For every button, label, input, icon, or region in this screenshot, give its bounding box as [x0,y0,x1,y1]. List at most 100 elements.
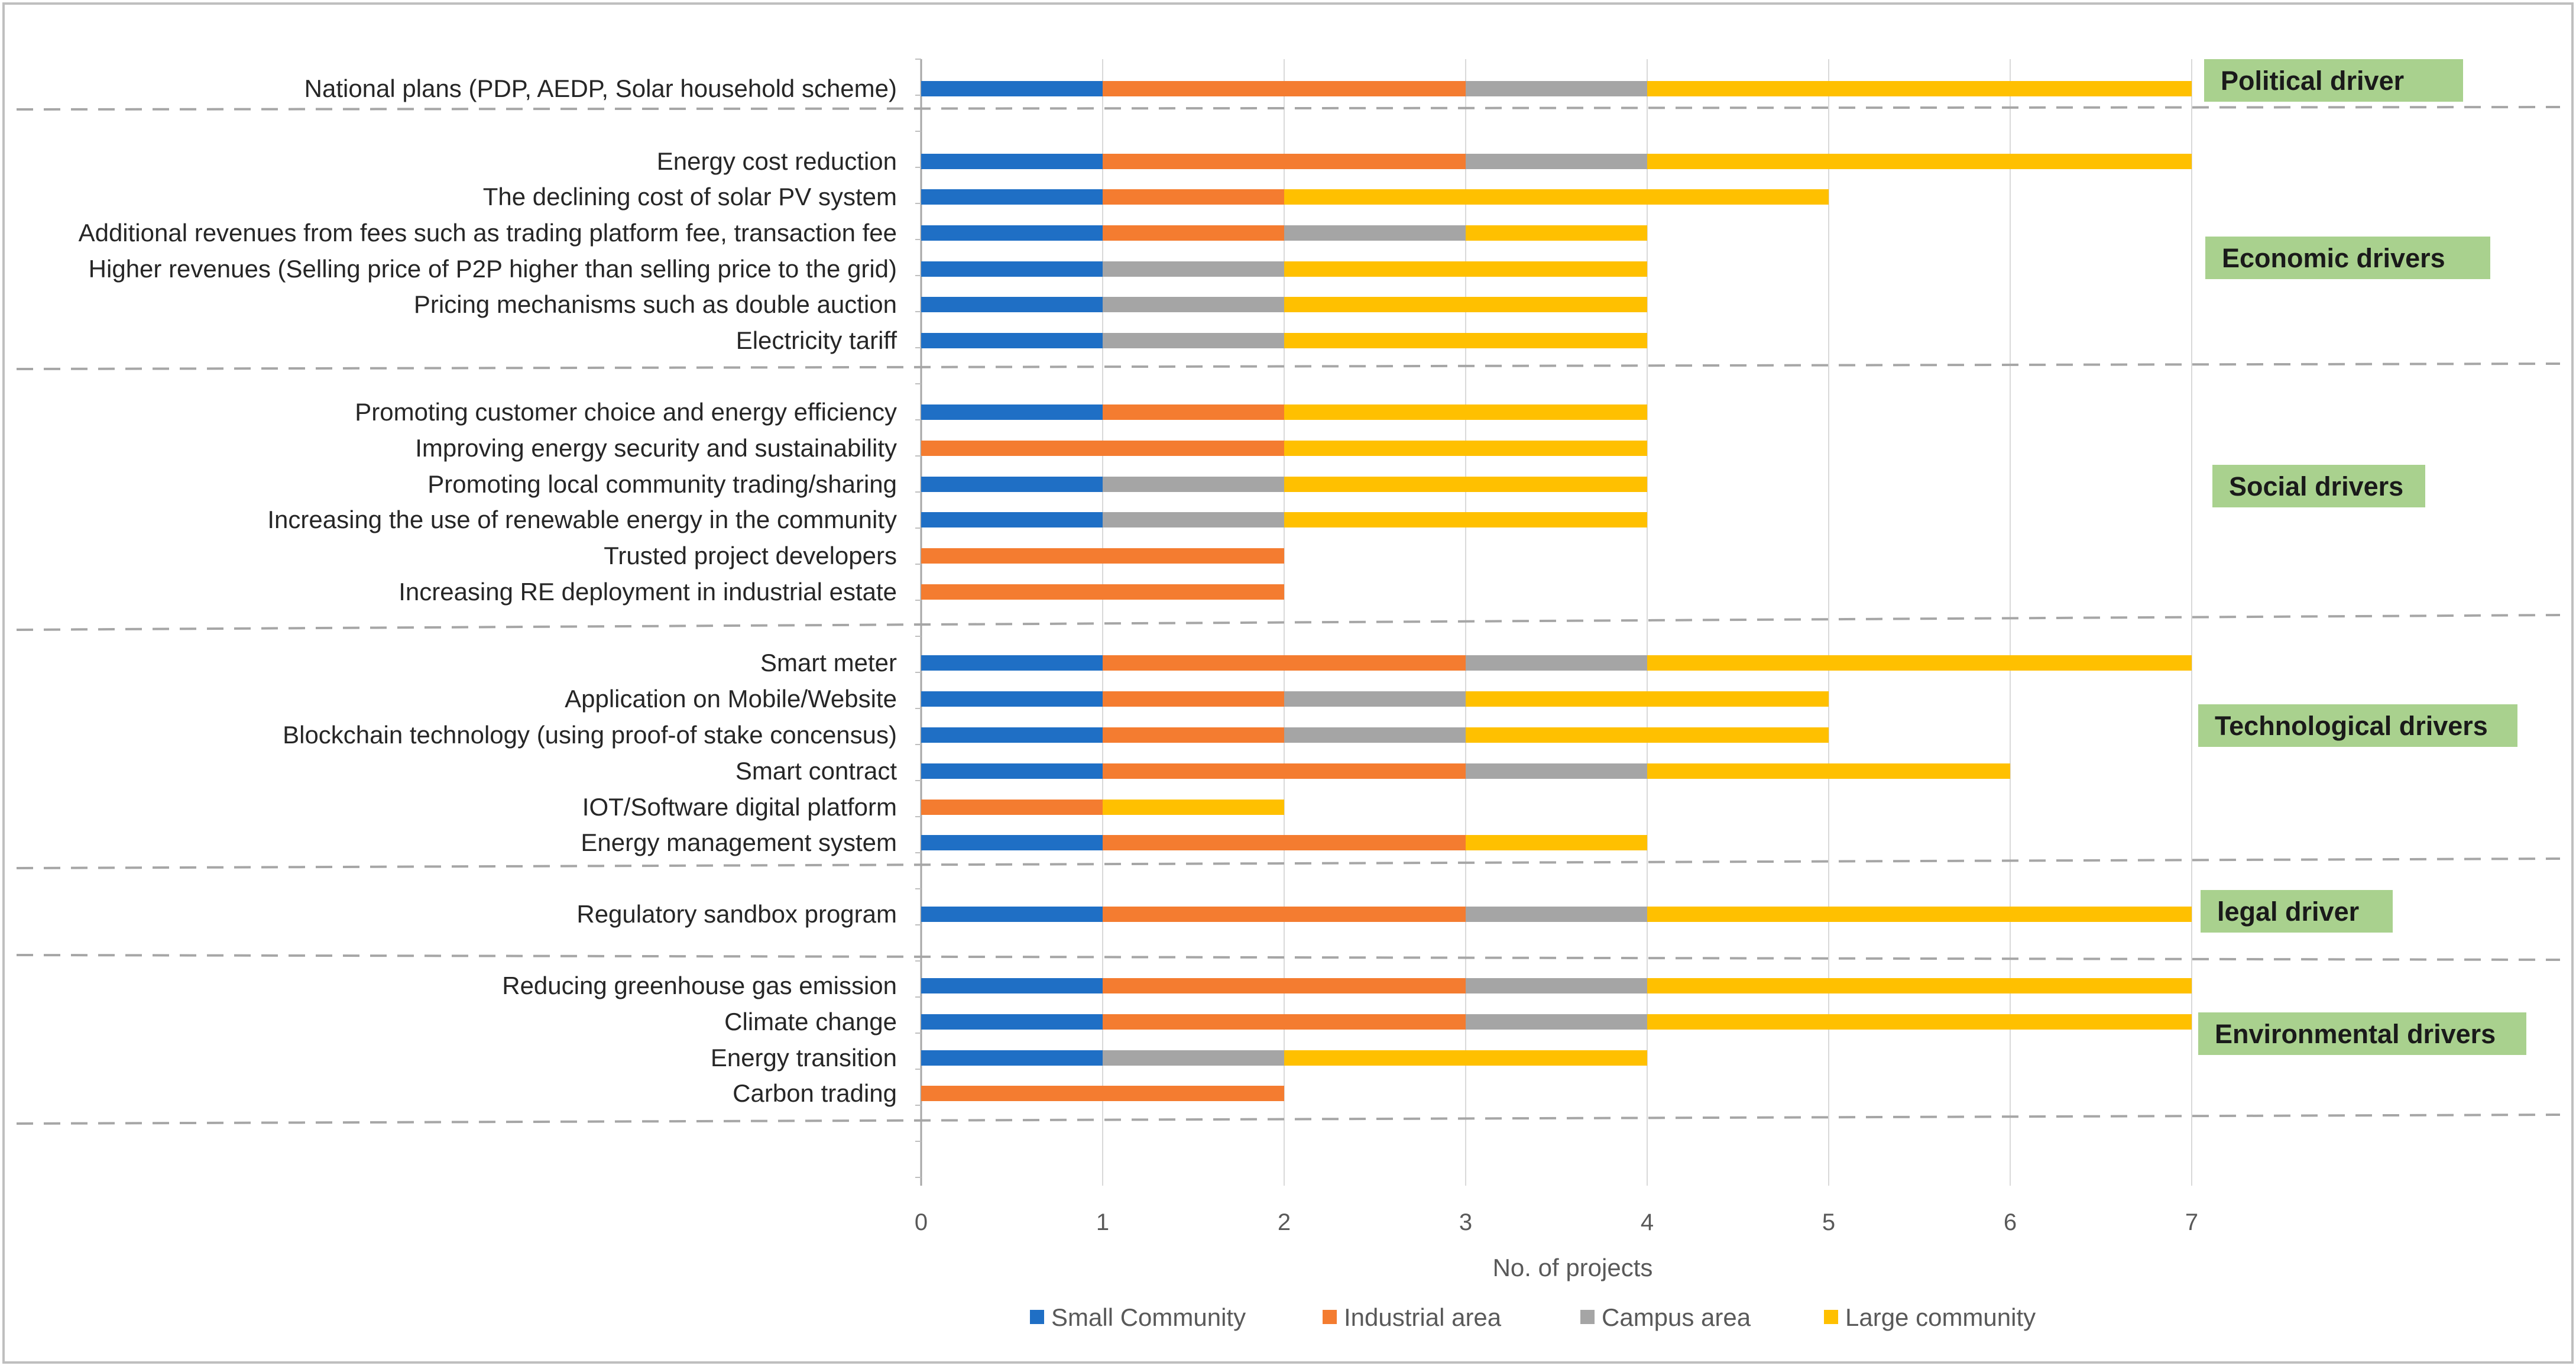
row-label: Energy cost reduction [657,147,897,175]
bar-segment [921,512,1103,527]
bar-segment [1103,907,1466,922]
bar-segment [1284,261,1647,277]
bar-segment [921,691,1103,707]
x-tick-label: 5 [1822,1209,1835,1235]
x-axis: No. of projects 0 1 2 3 4 5 6 7 [915,1209,2198,1281]
bar-segment [1103,261,1284,277]
x-tick-label: 4 [1641,1209,1654,1235]
bar-segment [921,297,1103,312]
bar-segment [1647,978,2192,993]
x-tick-label: 7 [2185,1209,2198,1235]
x-tick-label: 1 [1096,1209,1109,1235]
group-label-box [2205,237,2490,279]
bar-segment [1284,512,1647,527]
row-label: Energy transition [711,1044,897,1072]
bar-segment [1647,763,2010,779]
row-label: Reducing greenhouse gas emission [502,972,897,999]
row-label: Climate change [724,1008,897,1035]
row-label: Carbon trading [733,1079,897,1107]
legend-label: Small Community [1051,1303,1246,1331]
group-label: Social drivers [2229,471,2403,501]
bar-segment [1466,81,1647,96]
bar-segment [921,333,1103,348]
bar-segment [1103,727,1284,743]
row-label: Higher revenues (Selling price of P2P hi… [89,255,897,283]
legend: Small Community Industrial area Campus are… [1030,1303,2036,1331]
group-label-box [2198,704,2517,747]
bar-segment [1466,655,1647,671]
bar-segment [1103,691,1284,707]
row-label: Increasing the use of renewable energy i… [267,506,897,533]
bar-segment [1284,297,1647,312]
bar-segment [1103,189,1284,205]
bar-segment [921,727,1103,743]
bar-segment [1103,512,1284,527]
group-separator [16,1114,2561,1125]
row-label: Improving energy security and sustainabi… [415,434,897,462]
bar-segment [1103,154,1466,169]
bar-segment [1466,691,1829,707]
row-label: Blockchain technology (using proof-of st… [283,721,897,749]
bar-segment [921,800,1103,815]
bar-segment [921,1086,1284,1101]
legend-swatch [1824,1310,1838,1324]
bar-segment [1647,907,2192,922]
group-label: Economic drivers [2222,243,2445,273]
bar-segment [1103,800,1284,815]
bar-segment [921,548,1284,564]
row-labels: National plans (PDP, AEDP, Solar househo… [79,75,897,1107]
bar-segment [1466,978,1647,993]
group-label-box [2201,890,2393,933]
bar-segment [921,477,1103,492]
bar-segment [1466,154,1647,169]
row-label: Regulatory sandbox program [576,900,897,928]
bar-segment [1284,404,1647,420]
row-label: Energy management system [581,828,897,856]
bar-segment [921,763,1103,779]
bar-segment [1103,763,1466,779]
group-label: Political driver [2221,66,2404,96]
bar-segment [1284,477,1647,492]
group-label: Technological drivers [2215,711,2488,741]
gridlines [915,59,2192,1186]
group-label: Environmental drivers [2215,1019,2496,1049]
group-label-box [2198,1012,2526,1055]
bar-segment [1103,1014,1466,1030]
bar-segment [1103,225,1284,241]
bar-segment [1466,907,1647,922]
bar-segment [1647,81,2192,96]
bar-segment [921,154,1103,169]
bar-segment [1466,835,1647,850]
group-separator [16,363,2561,370]
bar-segment [921,261,1103,277]
group-label-box [2212,465,2425,507]
row-label: National plans (PDP, AEDP, Solar househo… [304,75,897,102]
bar-segment [1103,655,1466,671]
row-label: Additional revenues from fees such as tr… [79,219,897,247]
bar-segment [1284,1050,1647,1066]
bar-segment [921,835,1103,850]
legend-swatch [1030,1310,1044,1324]
bar-segment [1103,477,1284,492]
bar-segment [1466,727,1829,743]
group-separators [16,106,2561,1125]
bar-segment [1103,297,1284,312]
bar-segment [1466,763,1647,779]
bar-segment [921,655,1103,671]
bar-segment [1103,835,1466,850]
bar-segment [1466,225,1647,241]
row-label: The declining cost of solar PV system [483,183,897,211]
x-tick-label: 6 [2004,1209,2017,1235]
bar-segment [1647,1014,2192,1030]
bar-segment [1647,655,2192,671]
group-separator [16,954,2561,961]
bar-segment [921,978,1103,993]
row-label: Trusted project developers [604,542,897,569]
bar-segment [1284,189,1829,205]
x-tick-label: 2 [1278,1209,1291,1235]
group-separator [16,857,2561,869]
bar-segment [921,1050,1103,1066]
bar-segment [921,907,1103,922]
x-tick-label: 3 [1459,1209,1472,1235]
